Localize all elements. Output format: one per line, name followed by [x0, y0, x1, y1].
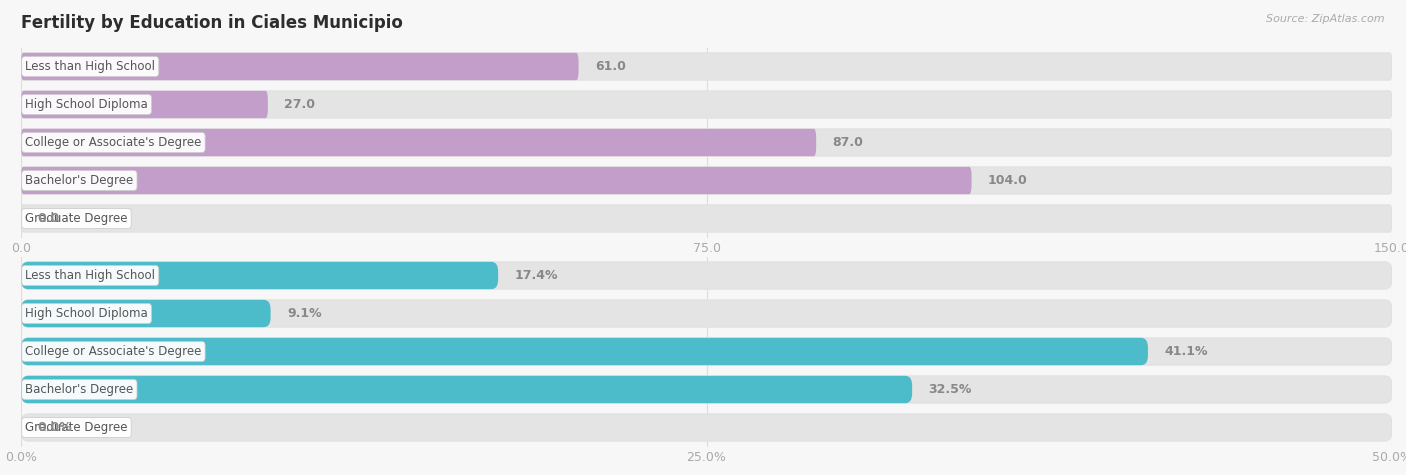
FancyBboxPatch shape: [21, 91, 1392, 118]
FancyBboxPatch shape: [21, 129, 1392, 156]
FancyBboxPatch shape: [21, 414, 1392, 441]
Text: High School Diploma: High School Diploma: [25, 98, 148, 111]
FancyBboxPatch shape: [21, 167, 972, 194]
FancyBboxPatch shape: [21, 300, 270, 327]
FancyBboxPatch shape: [21, 262, 1392, 289]
Text: High School Diploma: High School Diploma: [25, 307, 148, 320]
FancyBboxPatch shape: [21, 129, 817, 156]
Text: Source: ZipAtlas.com: Source: ZipAtlas.com: [1267, 14, 1385, 24]
Text: College or Associate's Degree: College or Associate's Degree: [25, 136, 201, 149]
FancyBboxPatch shape: [21, 53, 579, 80]
Text: 87.0: 87.0: [832, 136, 863, 149]
FancyBboxPatch shape: [21, 376, 1392, 403]
Text: Less than High School: Less than High School: [25, 60, 155, 73]
FancyBboxPatch shape: [21, 167, 1392, 194]
Text: 61.0: 61.0: [595, 60, 626, 73]
Text: 17.4%: 17.4%: [515, 269, 558, 282]
Text: Graduate Degree: Graduate Degree: [25, 212, 128, 225]
FancyBboxPatch shape: [21, 338, 1147, 365]
Text: 0.0: 0.0: [38, 212, 60, 225]
FancyBboxPatch shape: [21, 91, 269, 118]
Text: 32.5%: 32.5%: [928, 383, 972, 396]
FancyBboxPatch shape: [21, 262, 498, 289]
Text: Bachelor's Degree: Bachelor's Degree: [25, 383, 134, 396]
FancyBboxPatch shape: [21, 376, 912, 403]
FancyBboxPatch shape: [21, 300, 1392, 327]
FancyBboxPatch shape: [21, 338, 1392, 365]
Text: 41.1%: 41.1%: [1164, 345, 1208, 358]
FancyBboxPatch shape: [21, 205, 1392, 232]
Text: 104.0: 104.0: [988, 174, 1028, 187]
FancyBboxPatch shape: [21, 53, 1392, 80]
Text: Graduate Degree: Graduate Degree: [25, 421, 128, 434]
Text: Fertility by Education in Ciales Municipio: Fertility by Education in Ciales Municip…: [21, 14, 404, 32]
Text: Less than High School: Less than High School: [25, 269, 155, 282]
Text: 0.0%: 0.0%: [38, 421, 72, 434]
Text: Bachelor's Degree: Bachelor's Degree: [25, 174, 134, 187]
Text: 9.1%: 9.1%: [287, 307, 322, 320]
Text: College or Associate's Degree: College or Associate's Degree: [25, 345, 201, 358]
Text: 27.0: 27.0: [284, 98, 315, 111]
